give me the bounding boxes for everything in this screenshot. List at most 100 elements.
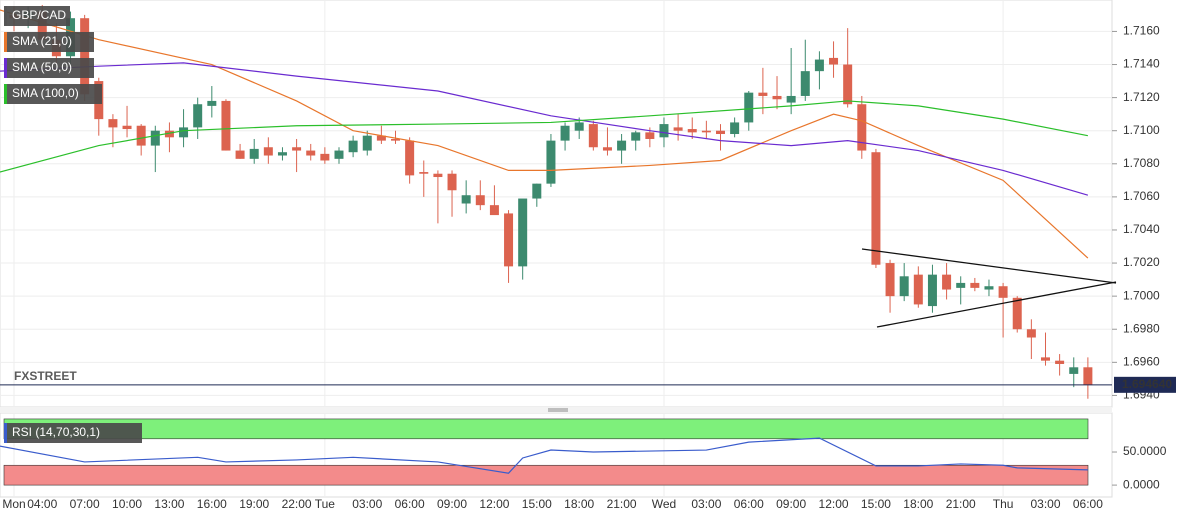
legend-swatch: [4, 58, 7, 78]
candle-body: [348, 140, 358, 153]
candle-body: [645, 132, 655, 139]
candle-body: [758, 92, 768, 96]
candle-body: [277, 152, 287, 156]
legend-swatch: [4, 6, 7, 26]
candle-body: [475, 195, 485, 206]
x-tick-label: 13:00: [154, 497, 184, 511]
last-price-box: [1114, 376, 1176, 393]
candle-body: [730, 122, 740, 135]
y-tick-label: 1.7020: [1123, 255, 1160, 269]
rsi-band: [3, 464, 1089, 486]
candle-body: [560, 125, 570, 141]
x-tick-label: 15:00: [522, 497, 552, 511]
x-tick-label: 18:00: [903, 497, 933, 511]
legend-box: [4, 84, 102, 104]
candle-body: [136, 125, 146, 146]
candle-body: [489, 205, 499, 216]
x-tick-label: 18:00: [564, 497, 594, 511]
y-tick-label: 1.7080: [1123, 156, 1160, 170]
x-tick-label: 21:00: [607, 497, 637, 511]
candle-body: [1055, 360, 1065, 364]
candle-body: [263, 147, 273, 156]
x-tick-label: 09:00: [437, 497, 467, 511]
legend-box: [4, 32, 94, 52]
candle-body: [334, 150, 344, 159]
candle-body: [744, 92, 754, 123]
legend-swatch: [4, 423, 7, 443]
candle-body: [899, 276, 909, 297]
candle-body: [1026, 329, 1036, 338]
candle-body: [984, 286, 994, 290]
candle-body: [942, 274, 952, 290]
y-tick-label: 1.6960: [1123, 355, 1160, 369]
candle-body: [207, 100, 217, 106]
candle-body: [574, 122, 584, 131]
candle-body: [772, 95, 782, 100]
y-tick-label: 1.7160: [1123, 24, 1160, 38]
triangle-lower-line: [876, 281, 1117, 328]
x-tick-label: 09:00: [776, 497, 806, 511]
x-tick-label: 21:00: [946, 497, 976, 511]
legend-label: SMA (50,0): [12, 60, 72, 74]
x-tick-label: 06:00: [1073, 497, 1103, 511]
indicator-line: [0, 9, 1089, 259]
candle-body: [885, 263, 895, 297]
x-tick-label: Wed: [652, 497, 676, 511]
candle-body: [80, 18, 90, 95]
x-tick-label: Tue: [315, 497, 336, 511]
legend-swatch: [4, 84, 7, 104]
candle-body: [786, 95, 796, 103]
x-tick-label: 16:00: [197, 497, 227, 511]
candle-body: [164, 130, 174, 138]
x-tick-label: 15:00: [861, 497, 891, 511]
candle-body: [716, 130, 725, 135]
y-tick-label: 1.7000: [1123, 288, 1160, 302]
x-tick-label: 10:00: [112, 497, 142, 511]
candle-body: [602, 147, 612, 151]
candle-body: [193, 104, 203, 128]
y-tick-label: 1.7060: [1123, 189, 1160, 203]
candle-body: [419, 172, 429, 174]
indicator-line: [0, 100, 1088, 173]
legend-label: SMA (100,0): [12, 86, 79, 100]
triangle-upper-line: [861, 248, 1117, 284]
candle-body: [956, 282, 966, 288]
y-tick-label: 1.7100: [1123, 123, 1160, 137]
panel-splitter[interactable]: [0, 407, 1112, 413]
x-tick-label: 06:00: [734, 497, 764, 511]
candle-body: [857, 104, 867, 151]
candle-body: [235, 150, 245, 159]
candle-body: [814, 59, 824, 72]
candle-body: [433, 173, 443, 178]
candle-body: [1040, 357, 1050, 361]
candle-body: [461, 195, 471, 204]
candle-body: [292, 147, 302, 151]
legend-label: GBP/CAD: [12, 8, 66, 22]
candle-body: [687, 129, 697, 133]
x-tick-label: Thu: [993, 497, 1014, 511]
indicator-line: [0, 62, 1089, 196]
candle-body: [376, 135, 386, 141]
candle-body: [221, 100, 231, 151]
x-tick-label: 03:00: [691, 497, 721, 511]
candle-body: [504, 213, 514, 267]
candle-body: [362, 135, 372, 151]
candle-body: [518, 198, 528, 267]
candle-body: [447, 173, 457, 191]
candle-body: [179, 127, 189, 138]
candle-body: [405, 140, 415, 176]
y-tick-label: 50.0000: [1123, 444, 1167, 458]
candle-body: [391, 138, 401, 141]
candle-body: [150, 130, 160, 146]
candle-body: [122, 125, 132, 130]
candle-body: [970, 282, 980, 288]
candle-body: [320, 153, 330, 161]
x-tick-label: 06:00: [395, 497, 425, 511]
candle-body: [871, 152, 881, 265]
candle-body: [913, 274, 923, 305]
candle-body: [1083, 367, 1093, 385]
x-tick-label: 03:00: [352, 497, 382, 511]
x-tick-label: 07:00: [70, 497, 100, 511]
candle-body: [1069, 367, 1079, 374]
